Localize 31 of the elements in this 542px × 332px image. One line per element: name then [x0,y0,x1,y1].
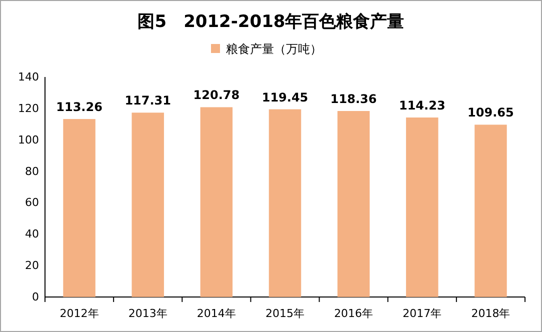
y-tick-label: 80 [25,164,39,178]
bar [406,117,438,297]
x-tick-label: 2013年 [128,307,168,320]
x-tick-label: 2017年 [402,307,442,320]
data-label: 114.23 [398,98,446,112]
x-tick-label: 2016年 [334,307,374,320]
y-tick-label: 40 [25,228,39,241]
data-label: 113.26 [56,100,102,114]
x-tick-label: 2014年 [196,307,236,320]
x-tick-label: 2012年 [60,307,99,320]
bar [337,111,370,297]
y-tick-label: 0 [32,290,39,304]
bar [268,109,302,297]
legend: 粮食产量（万吨） [211,42,322,56]
y-tick-label: 60 [25,196,39,210]
bar [474,124,507,297]
data-label: 120.78 [193,88,240,102]
x-tick-label: 2015年 [266,307,304,320]
y-tick-label: 140 [18,70,39,84]
bar [132,112,164,297]
y-tick-label: 100 [18,133,39,146]
data-label: 119.45 [262,90,308,104]
data-label: 109.65 [468,106,514,120]
y-tick-label: 120 [18,102,39,115]
chart-title: 图5 2012-2018年百色粮食产量 [138,12,404,32]
data-label: 118.36 [330,92,377,106]
y-tick-label: 20 [25,259,39,272]
bar [200,107,233,297]
data-label: 117.31 [124,94,172,108]
x-tick-label: 2018年 [471,307,510,320]
bar [63,119,96,297]
